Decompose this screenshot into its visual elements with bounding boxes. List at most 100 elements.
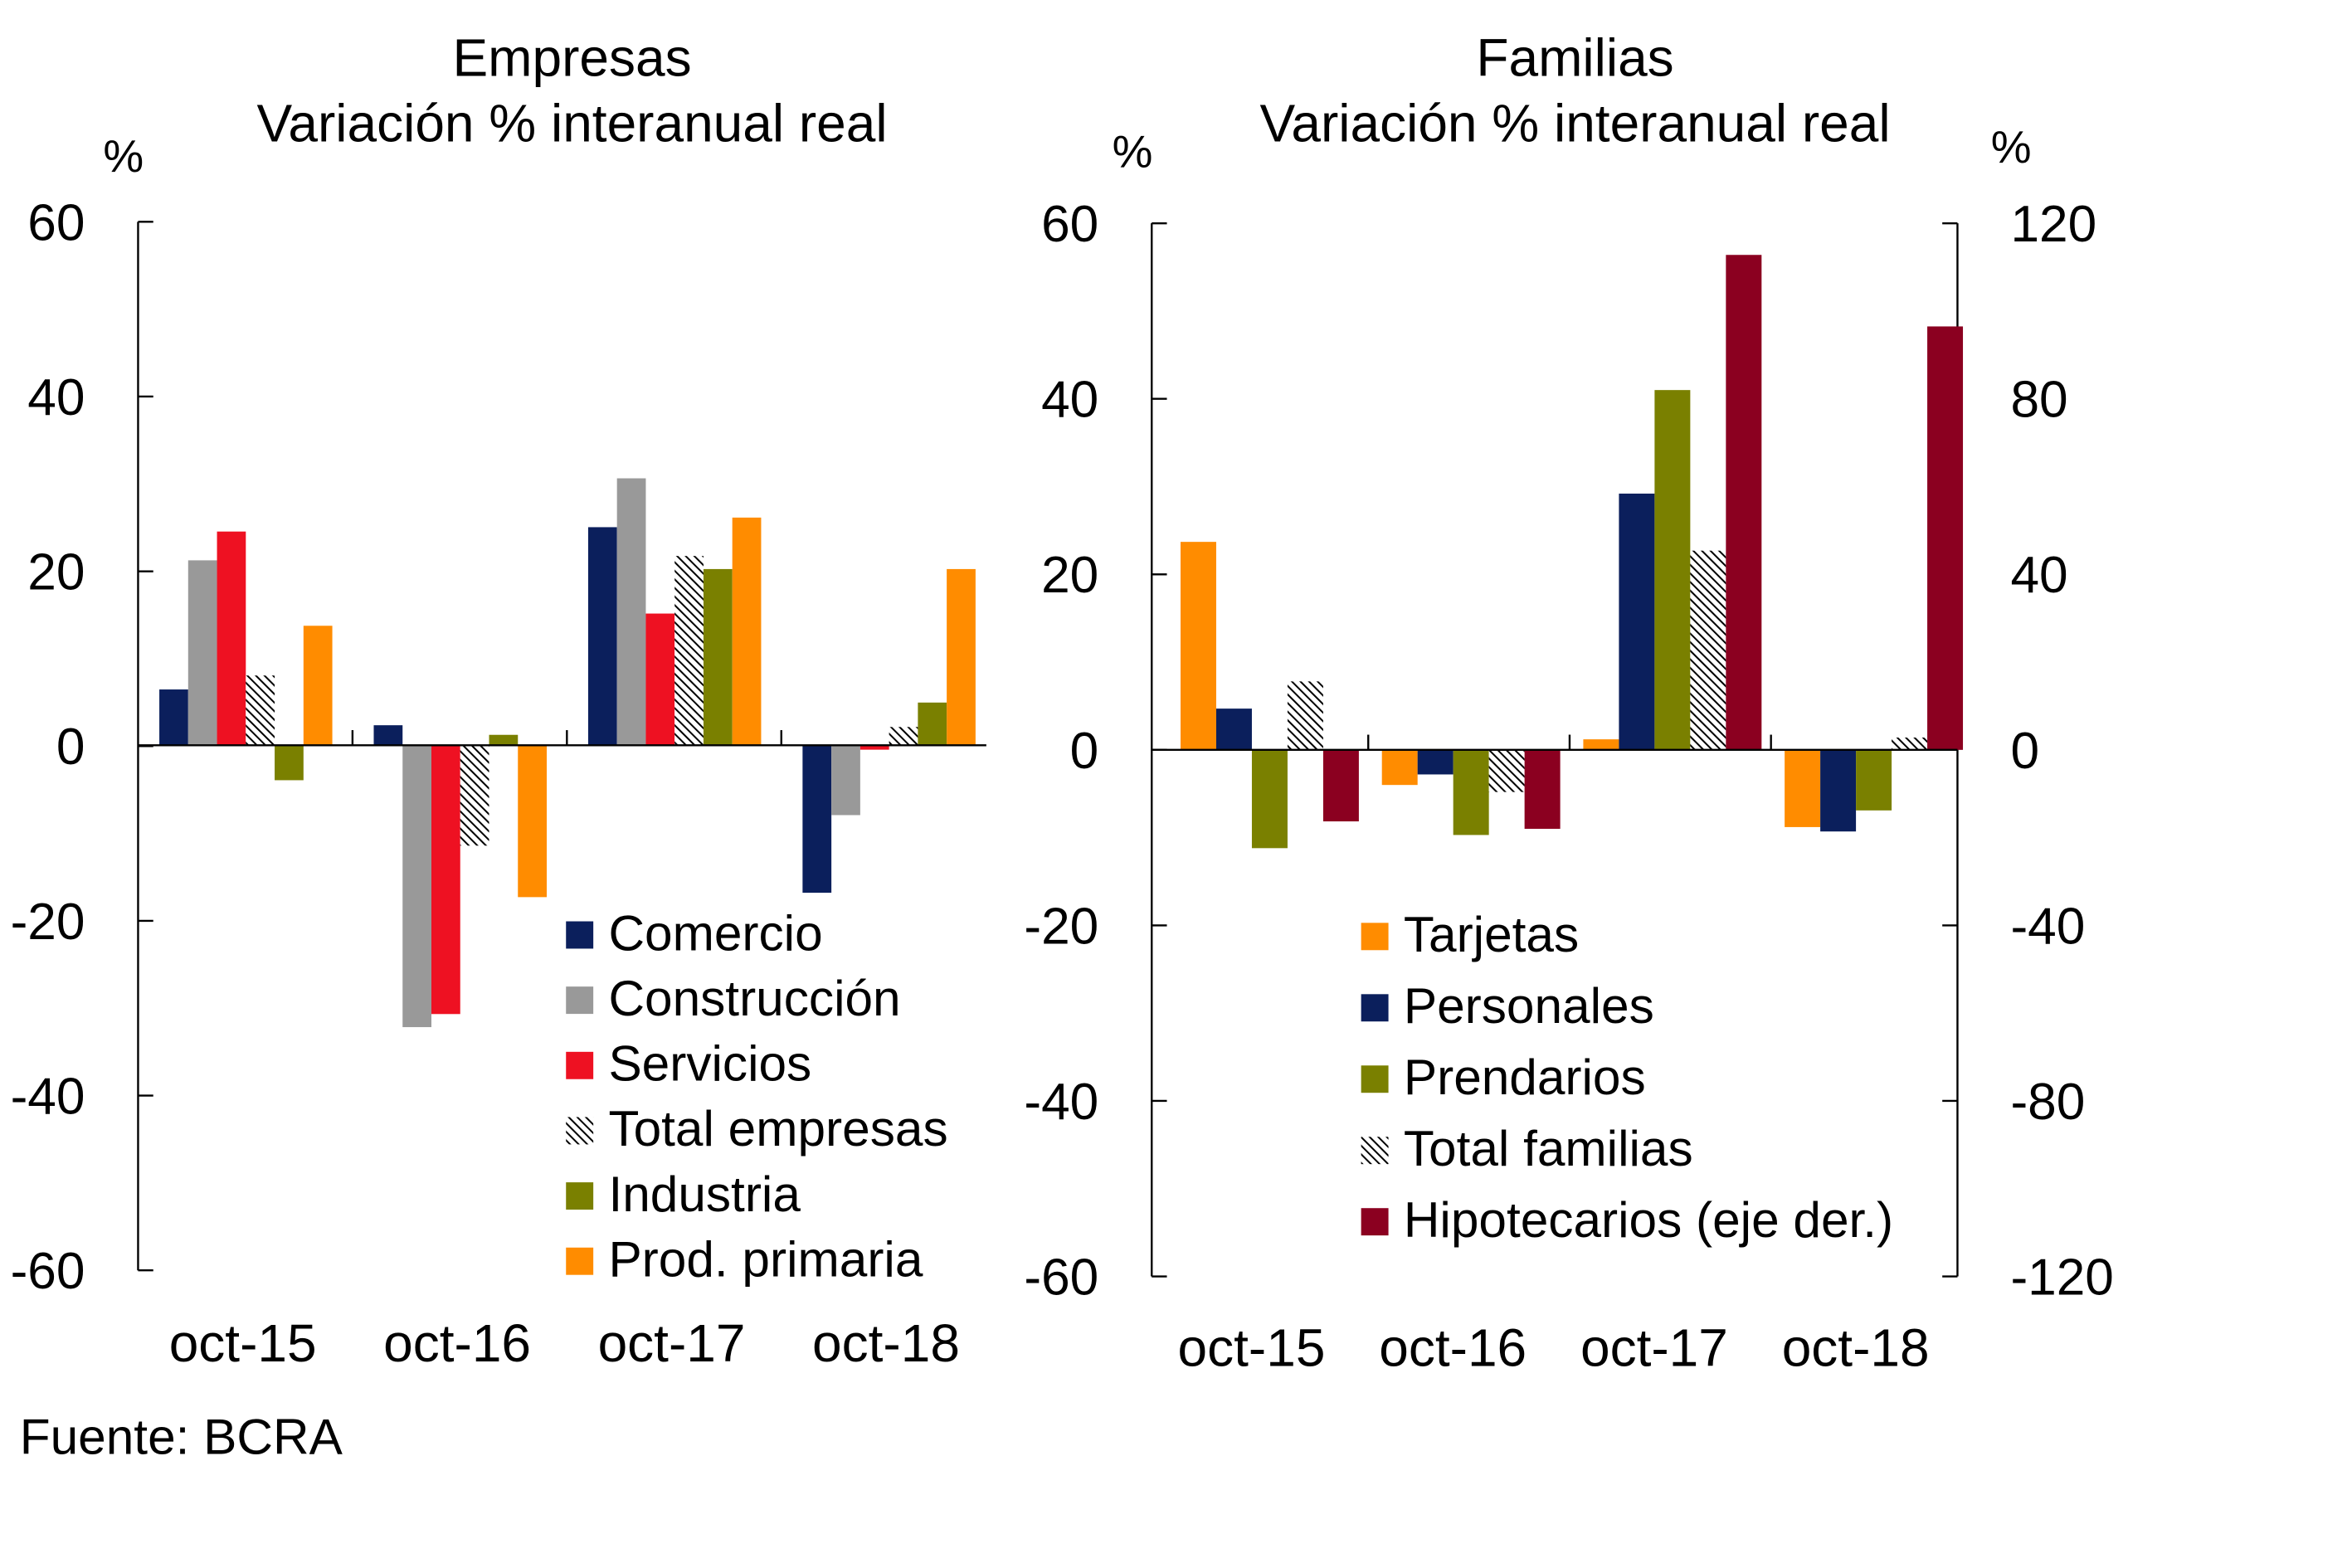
legend-swatch — [566, 1117, 594, 1145]
bar-prod-primaria-oct-15 — [303, 626, 333, 746]
right-y-unit-right: % — [1991, 121, 2032, 173]
bar-hipotecarios-eje-der--oct-16 — [1524, 749, 1561, 830]
y-tick-label-right: -120 — [2010, 1249, 2113, 1306]
bar-personales-oct-16 — [1417, 749, 1454, 775]
legend-label: Construcción — [608, 970, 900, 1026]
bar-servicios-oct-18 — [859, 745, 889, 750]
x-tick-label: oct-15 — [169, 1313, 317, 1373]
bar-prendarios-oct-17 — [1654, 390, 1691, 750]
y-tick-label-right: 0 — [2010, 723, 2039, 780]
y-tick-label: 20 — [27, 544, 85, 601]
bar-total-empresas-oct-17 — [674, 556, 704, 746]
y-tick-label: -60 — [1024, 1249, 1098, 1306]
legend-swatch — [1361, 923, 1389, 951]
y-tick-label: 60 — [27, 194, 85, 251]
legend-swatch — [1361, 994, 1389, 1022]
bar-hipotecarios-eje-der--oct-17 — [1726, 255, 1762, 750]
y-tick-label: 40 — [27, 369, 85, 426]
bar-servicios-oct-17 — [645, 613, 675, 746]
bar-comercio-oct-16 — [373, 725, 403, 746]
y-tick-label-right: -80 — [2010, 1074, 2085, 1131]
bar-comercio-oct-18 — [802, 745, 832, 894]
bar-total-familias-oct-18 — [1892, 738, 1928, 750]
y-tick-label: -20 — [11, 894, 85, 951]
bar-personales-oct-15 — [1215, 709, 1252, 750]
bar-prendarios-oct-18 — [1856, 749, 1892, 811]
legend-label: Prendarios — [1404, 1049, 1646, 1105]
y-tick-label: 60 — [1041, 196, 1098, 253]
legend-label: Prod. primaria — [608, 1231, 923, 1288]
y-tick-label: 40 — [1041, 372, 1098, 429]
bar-comercio-oct-17 — [587, 527, 617, 746]
left-chart: 60 40 20 0 -20 -40 -60 oct-15 oct-16 oct-17 oct-18… — [11, 194, 986, 1373]
bar-total-empresas-oct-15 — [246, 675, 275, 746]
legend-label: Servicios — [608, 1035, 811, 1092]
x-tick-label: oct-15 — [1178, 1317, 1326, 1377]
y-tick-label-right: 120 — [2010, 196, 2096, 253]
right-y-unit-left: % — [1113, 125, 1153, 177]
legend-label: Comercio — [608, 904, 822, 961]
y-tick-label-right: 40 — [2010, 547, 2067, 604]
right-chart: 60 40 20 0 -20 -40 -60 120 80 40 0 -40 -80 -120 oct-15… — [1024, 196, 2114, 1377]
bar-prod-primaria-oct-16 — [518, 745, 548, 898]
y-tick-label: -40 — [11, 1069, 85, 1126]
bar-hipotecarios-eje-der--oct-15 — [1322, 749, 1359, 822]
legend-swatch — [566, 921, 594, 949]
legend-swatch — [1361, 1137, 1389, 1165]
bar-prod-primaria-oct-17 — [732, 517, 762, 746]
bar-construcci-n-oct-16 — [402, 745, 431, 1028]
x-tick-label: oct-16 — [383, 1313, 531, 1373]
bar-tarjetas-oct-16 — [1381, 749, 1418, 786]
bar-total-familias-oct-17 — [1690, 550, 1726, 750]
bar-personales-oct-18 — [1820, 749, 1857, 832]
legend-label: Hipotecarios (eje der.) — [1404, 1191, 1893, 1248]
bar-hipotecarios-eje-der--oct-18 — [1927, 326, 1964, 750]
legend-swatch — [1361, 1065, 1389, 1093]
bar-industria-oct-15 — [275, 745, 304, 781]
y-tick-label-right: -40 — [2010, 898, 2085, 955]
y-tick-label: 0 — [56, 718, 85, 776]
legend-swatch — [566, 1247, 594, 1275]
bar-industria-oct-18 — [918, 702, 947, 746]
bar-construcci-n-oct-18 — [831, 745, 860, 816]
y-tick-label: 0 — [1070, 723, 1099, 780]
x-tick-label: oct-16 — [1379, 1317, 1527, 1377]
x-tick-label: oct-18 — [1782, 1317, 1930, 1377]
bar-construcci-n-oct-17 — [616, 478, 646, 746]
bar-prendarios-oct-15 — [1251, 749, 1288, 849]
bar-tarjetas-oct-15 — [1180, 542, 1216, 750]
bar-comercio-oct-15 — [159, 689, 188, 746]
bar-industria-oct-17 — [703, 568, 733, 746]
y-tick-label: -60 — [11, 1243, 85, 1300]
y-tick-label: -40 — [1024, 1074, 1098, 1131]
bar-total-familias-oct-15 — [1287, 681, 1323, 750]
legend-swatch — [566, 986, 594, 1015]
x-tick-label: oct-17 — [598, 1313, 746, 1373]
bar-prod-primaria-oct-18 — [947, 568, 976, 746]
bar-total-empresas-oct-16 — [460, 745, 489, 846]
left-chart-subtitle: Variación % interanual real — [256, 93, 887, 153]
left-chart-title: Empresas — [452, 28, 691, 88]
bar-tarjetas-oct-18 — [1785, 749, 1821, 827]
legend-swatch — [1361, 1208, 1389, 1236]
legend-label: Total empresas — [608, 1100, 947, 1157]
x-tick-label: oct-17 — [1580, 1317, 1728, 1377]
bar-servicios-oct-15 — [217, 531, 246, 746]
legend-swatch — [566, 1051, 594, 1079]
legend-label: Total familias — [1404, 1120, 1693, 1176]
legend-label: Tarjetas — [1404, 906, 1579, 962]
source-note: Fuente: BCRA — [20, 1409, 343, 1465]
y-tick-label-right: 80 — [2010, 372, 2067, 429]
right-chart-title: Familias — [1476, 28, 1673, 88]
bar-servicios-oct-16 — [431, 745, 460, 1015]
y-tick-label: -20 — [1024, 898, 1098, 955]
left-y-unit: % — [103, 130, 144, 182]
legend-label: Industria — [608, 1166, 801, 1222]
x-tick-label: oct-18 — [812, 1313, 960, 1373]
legend-label: Personales — [1404, 977, 1654, 1034]
bar-tarjetas-oct-17 — [1583, 739, 1619, 750]
bar-total-familias-oct-16 — [1488, 749, 1525, 792]
y-tick-label: 20 — [1041, 547, 1098, 604]
bar-personales-oct-17 — [1619, 493, 1655, 750]
